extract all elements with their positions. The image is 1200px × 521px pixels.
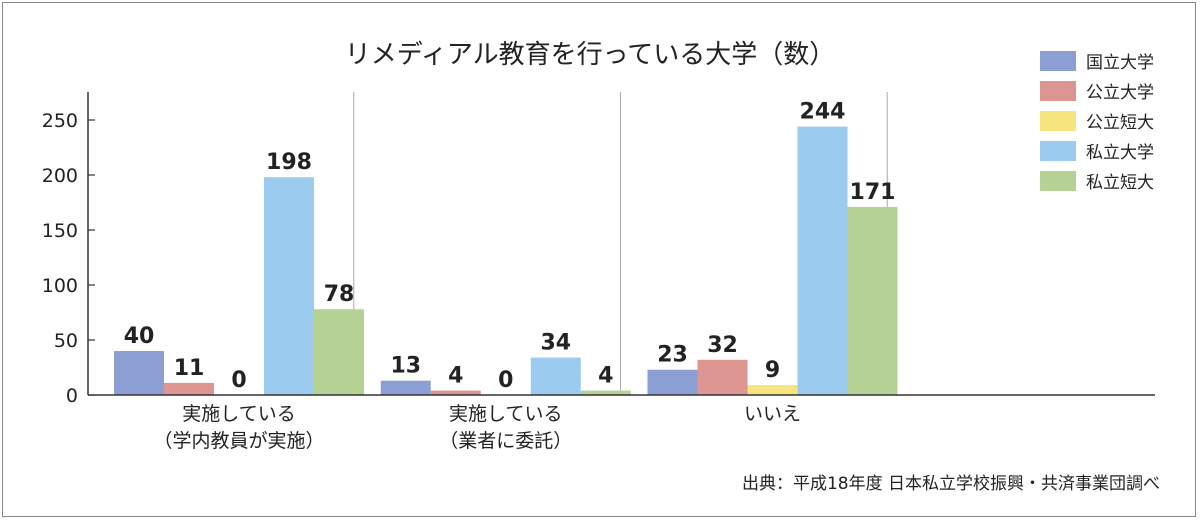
bar — [114, 351, 164, 395]
bar-value-label: 78 — [324, 282, 355, 307]
legend-label: 私立短大 — [1086, 173, 1154, 193]
bar — [164, 382, 214, 395]
bar-value-label: 198 — [266, 150, 312, 175]
bar — [314, 309, 364, 395]
bar-value-label: 171 — [850, 180, 896, 205]
bar — [647, 369, 698, 395]
legend-swatch — [1040, 51, 1076, 71]
bar — [697, 359, 748, 395]
bar-value-label: 244 — [800, 100, 846, 125]
legend-swatch — [1040, 111, 1076, 131]
y-tick-label: 0 — [66, 385, 78, 407]
category-label: （業者に委託） — [439, 430, 572, 452]
category-label: 実施している — [182, 403, 295, 425]
bar — [847, 206, 898, 395]
bar — [797, 126, 848, 395]
bar-value-label: 4 — [598, 364, 613, 389]
category-label: （学内教員が実施） — [153, 430, 324, 452]
bar — [580, 390, 631, 395]
bar-value-label: 34 — [540, 331, 571, 356]
bar-value-label: 32 — [707, 333, 738, 358]
bar-value-label: 11 — [174, 356, 205, 381]
bar — [264, 177, 314, 395]
bar — [530, 357, 581, 395]
bar-value-label: 0 — [231, 368, 246, 393]
legend-label: 国立大学 — [1086, 53, 1154, 73]
y-tick-label: 100 — [42, 275, 78, 297]
legend-swatch — [1040, 171, 1076, 191]
category-label: いいえ — [744, 403, 801, 425]
bar — [380, 380, 431, 395]
legend-label: 公立大学 — [1086, 83, 1154, 103]
bar — [430, 390, 481, 395]
category-label: 実施している — [449, 403, 562, 425]
legend-swatch — [1040, 81, 1076, 101]
legend-swatch — [1040, 141, 1076, 161]
bar-value-label: 9 — [765, 358, 780, 383]
legend-label: 公立短大 — [1086, 113, 1154, 133]
bar-value-label: 4 — [448, 364, 463, 389]
bar-value-label: 13 — [390, 354, 421, 379]
bar-value-label: 23 — [657, 343, 688, 368]
chart-title: リメディアル教育を行っている大学（数） — [344, 40, 836, 70]
y-tick-label: 50 — [54, 330, 78, 352]
bar-value-label: 0 — [498, 368, 513, 393]
y-tick-label: 200 — [42, 165, 78, 187]
bar — [747, 385, 798, 395]
y-tick-label: 250 — [42, 110, 78, 132]
legend-label: 私立大学 — [1086, 143, 1154, 163]
source-note: 出典：平成18年度 日本私立学校振興・共済事業団調べ — [741, 474, 1160, 494]
y-tick-label: 150 — [42, 220, 78, 242]
bar-value-label: 40 — [124, 324, 155, 349]
